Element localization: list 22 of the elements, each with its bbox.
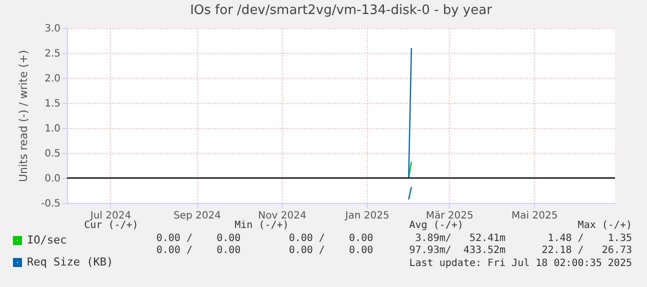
x-tick-label: Jul 2024 [89, 210, 132, 222]
chart-title: IOs for /dev/smart2vg/vm-134-disk-0 - by year [190, 3, 493, 18]
text: 0.00 / 0.00 0.00 / 0.00 3.89m/ 52.41m 1.48 / 1.35 [156, 232, 632, 244]
text: Cur (-/+) Min (-/+) Avg (-/+) Max (-/+) [84, 220, 632, 231]
y-tick-label: 0.5 [44, 148, 60, 160]
text: Last update: Fri Jul 18 02:00:35 2025 [409, 258, 632, 268]
y-tick-label: 1.0 [44, 124, 60, 134]
y-tick-label: 1.5 [44, 98, 60, 110]
y-axis-title: Units read (-) / write (+) [16, 50, 30, 182]
legend-label: Req Size (KB) [27, 256, 114, 268]
y-tick-label: 2.5 [44, 48, 60, 60]
x-tick-label: Jan 2025 [344, 210, 390, 222]
y-tick-label: -0.5 [40, 198, 60, 210]
legend-label: IO/sec [27, 234, 67, 246]
x-tick-label: Mai 2025 [512, 210, 558, 222]
y-tick-label: 2.0 [44, 74, 60, 84]
y-tick-label: 0.0 [44, 174, 60, 184]
y-tick-label: 3.0 [44, 24, 60, 34]
x-tick-label: Nov 2024 [258, 210, 306, 222]
x-tick-label: Mär 2025 [426, 210, 474, 222]
x-tick-label: Sep 2024 [173, 210, 221, 222]
text: 0.00 / 0.00 0.00 / 0.00 97.93m/ 433.52m 22.18 / 26.73 [156, 245, 632, 256]
